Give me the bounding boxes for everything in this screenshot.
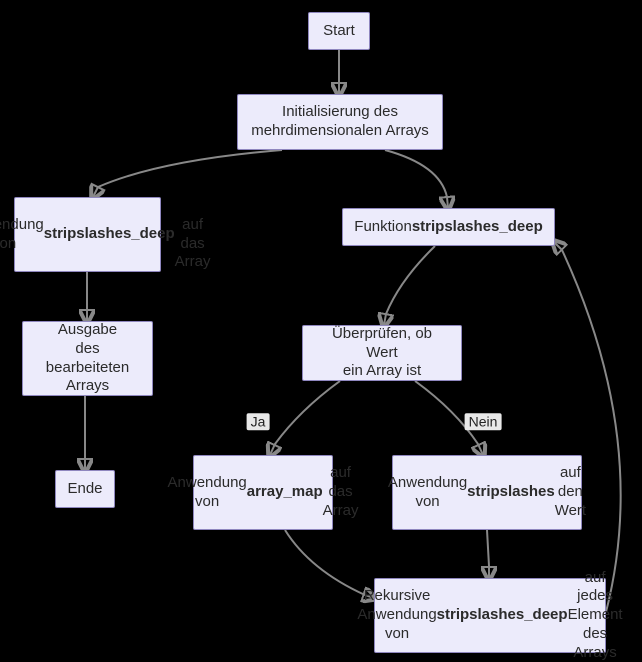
edge-recurse-func — [554, 242, 621, 612]
edge-func-check — [384, 246, 435, 325]
node-output: Ausgabedes bearbeitetenArrays — [22, 321, 153, 396]
edge-check-arraymap — [270, 381, 340, 455]
node-func: Funktion stripslashes_deep — [342, 208, 555, 246]
node-check: Überprüfen, ob Wertein Array ist — [302, 325, 462, 381]
node-arraymap: Anwendung vonarray_map auf dasArray — [193, 455, 333, 530]
node-stripval: Anwendung vonstripslashes auf den Wert — [392, 455, 582, 530]
edge-init-func — [385, 150, 448, 208]
node-ende: Ende — [55, 470, 115, 508]
node-apply: Anwendung vonstripslashes_deepauf das Ar… — [14, 197, 161, 272]
node-recurse: Rekursive Anwendungvon stripslashes_deep… — [374, 578, 606, 653]
edge-label-check-arraymap: Ja — [247, 413, 270, 430]
node-start: Start — [308, 12, 370, 50]
node-init: Initialisierung desmehrdimensionalen Arr… — [237, 94, 443, 150]
edge-stripval-recurse — [487, 530, 489, 578]
edge-label-check-stripval: Nein — [465, 413, 502, 430]
edge-init-apply — [93, 150, 282, 197]
